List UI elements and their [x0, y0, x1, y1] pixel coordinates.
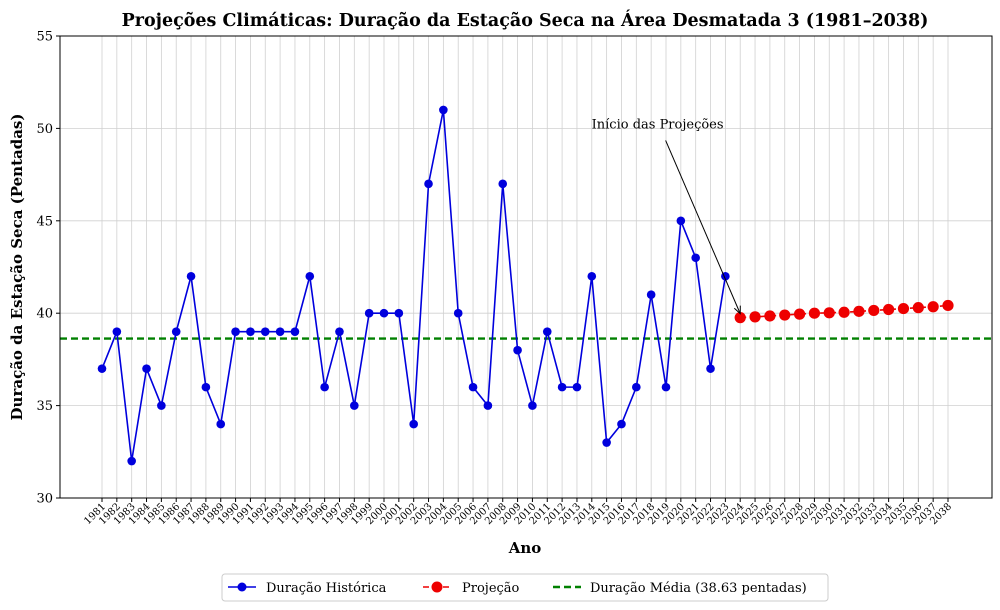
historic-point: [320, 382, 329, 392]
historic-point: [453, 308, 463, 318]
y-axis-ticks: 30 35 40 45 50 55: [36, 30, 60, 507]
y-tick-label: 50: [36, 122, 53, 137]
x-axis-label: Ano: [508, 539, 542, 557]
historic-point: [691, 253, 700, 263]
projection-point: [927, 301, 939, 313]
historic-point: [127, 456, 136, 466]
y-tick-label: 55: [36, 30, 53, 45]
historic-point: [632, 382, 641, 392]
annotation-arrow-line: [665, 140, 741, 314]
historic-point: [557, 382, 567, 392]
projection-point: [779, 309, 791, 321]
legend-projection-label: Projeção: [462, 581, 520, 596]
historic-point: [468, 382, 478, 392]
y-axis-label: Duração da Estação Seca (Pentadas): [8, 114, 26, 421]
projection-point: [942, 299, 954, 312]
historic-point: [171, 327, 181, 336]
projection-point: [793, 308, 806, 320]
historic-point: [646, 290, 656, 300]
legend-historic-label: Duração Histórica: [266, 581, 387, 596]
legend-historic-marker: [237, 582, 247, 592]
projection-point: [734, 312, 746, 324]
historic-point: [216, 419, 226, 429]
historic-point: [528, 401, 537, 410]
projection-point: [912, 302, 924, 314]
historic-point: [542, 327, 552, 336]
historic-point: [186, 271, 196, 281]
projection-point: [868, 304, 880, 317]
historic-point: [201, 382, 211, 392]
historic-point: [305, 271, 315, 281]
historic-point: [602, 438, 611, 447]
annotation-text: Início das Projeções: [592, 117, 724, 132]
projection-point: [853, 305, 865, 317]
legend-projection-marker: [431, 581, 443, 593]
historic-point: [379, 308, 389, 318]
legend-box: [221, 573, 829, 602]
y-tick-label: 45: [36, 214, 53, 229]
y-tick-label: 40: [36, 307, 53, 322]
historic-point: [676, 216, 686, 226]
legend: Duração Histórica Projeção Duração Média…: [221, 573, 829, 602]
historic-point: [513, 345, 522, 355]
historic-point: [424, 179, 433, 189]
historic-point: [706, 364, 715, 373]
historic-point: [350, 401, 359, 410]
historic-point: [409, 419, 418, 429]
historic-point: [587, 271, 597, 281]
historic-point: [275, 327, 285, 336]
historic-point: [661, 382, 671, 392]
plot-frame: [59, 35, 993, 499]
historic-point: [260, 327, 270, 336]
projection-point: [749, 311, 761, 323]
historic-point: [335, 327, 344, 336]
historic-point: [142, 364, 151, 373]
projection-point: [764, 310, 776, 322]
historic-point: [394, 308, 404, 318]
grid: [60, 35, 992, 499]
historic-point: [112, 327, 122, 336]
historic-point: [572, 382, 582, 392]
projection-point: [823, 307, 835, 319]
historic-point: [97, 364, 107, 373]
annotation-arrow-head: [733, 305, 741, 315]
historic-point: [439, 105, 448, 115]
historic-point: [231, 327, 240, 336]
projection-point: [808, 307, 821, 319]
historic-point: [246, 327, 255, 336]
legend-mean-label: Duração Média (38.63 pentadas): [590, 581, 807, 596]
chart-title: Projeções Climáticas: Duração da Estação…: [122, 10, 929, 31]
historic-point: [483, 401, 493, 410]
projection-point: [897, 302, 910, 315]
historic-point: [157, 401, 166, 410]
projection-point: [883, 303, 895, 316]
annotation-group: Início das Projeções: [592, 117, 741, 315]
y-tick-label: 35: [36, 399, 53, 414]
historic-point: [364, 308, 374, 318]
y-tick-label: 30: [36, 492, 53, 507]
projection-point: [838, 306, 850, 318]
x-axis-ticks: 1981198219831984198519861987198819891990…: [82, 498, 954, 527]
historic-point: [498, 179, 508, 189]
historic-point: [290, 327, 300, 336]
historic-point: [617, 419, 626, 429]
series-group: [97, 105, 954, 466]
